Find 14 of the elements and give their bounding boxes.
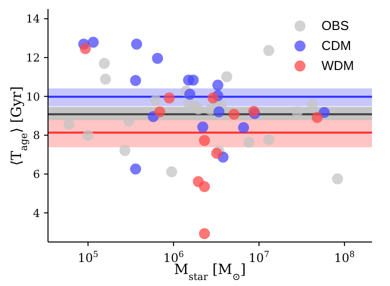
x-axis-title: M$_{star}$ [M$_{⊙}$] (174, 262, 246, 282)
x-tick-label: 10$^{5}$ (78, 249, 98, 265)
legend-label: WDM (322, 57, 354, 75)
y-tick-label: 12 (26, 52, 40, 65)
legend-label: OBS (322, 17, 349, 35)
y-tick-label: 6 (33, 168, 40, 182)
y-tick-label: 10 (26, 90, 40, 104)
x-tick-label: 10$^{6}$ (163, 249, 184, 265)
x-tick-label: 10$^{8}$ (334, 249, 355, 265)
y-tick-label: 4 (33, 206, 40, 220)
y-tick-label: 8 (33, 129, 40, 142)
x-tick-label: 10$^{7}$ (248, 249, 270, 265)
legend-label: CDM (322, 37, 352, 55)
y-tick-label: 14 (26, 12, 40, 26)
